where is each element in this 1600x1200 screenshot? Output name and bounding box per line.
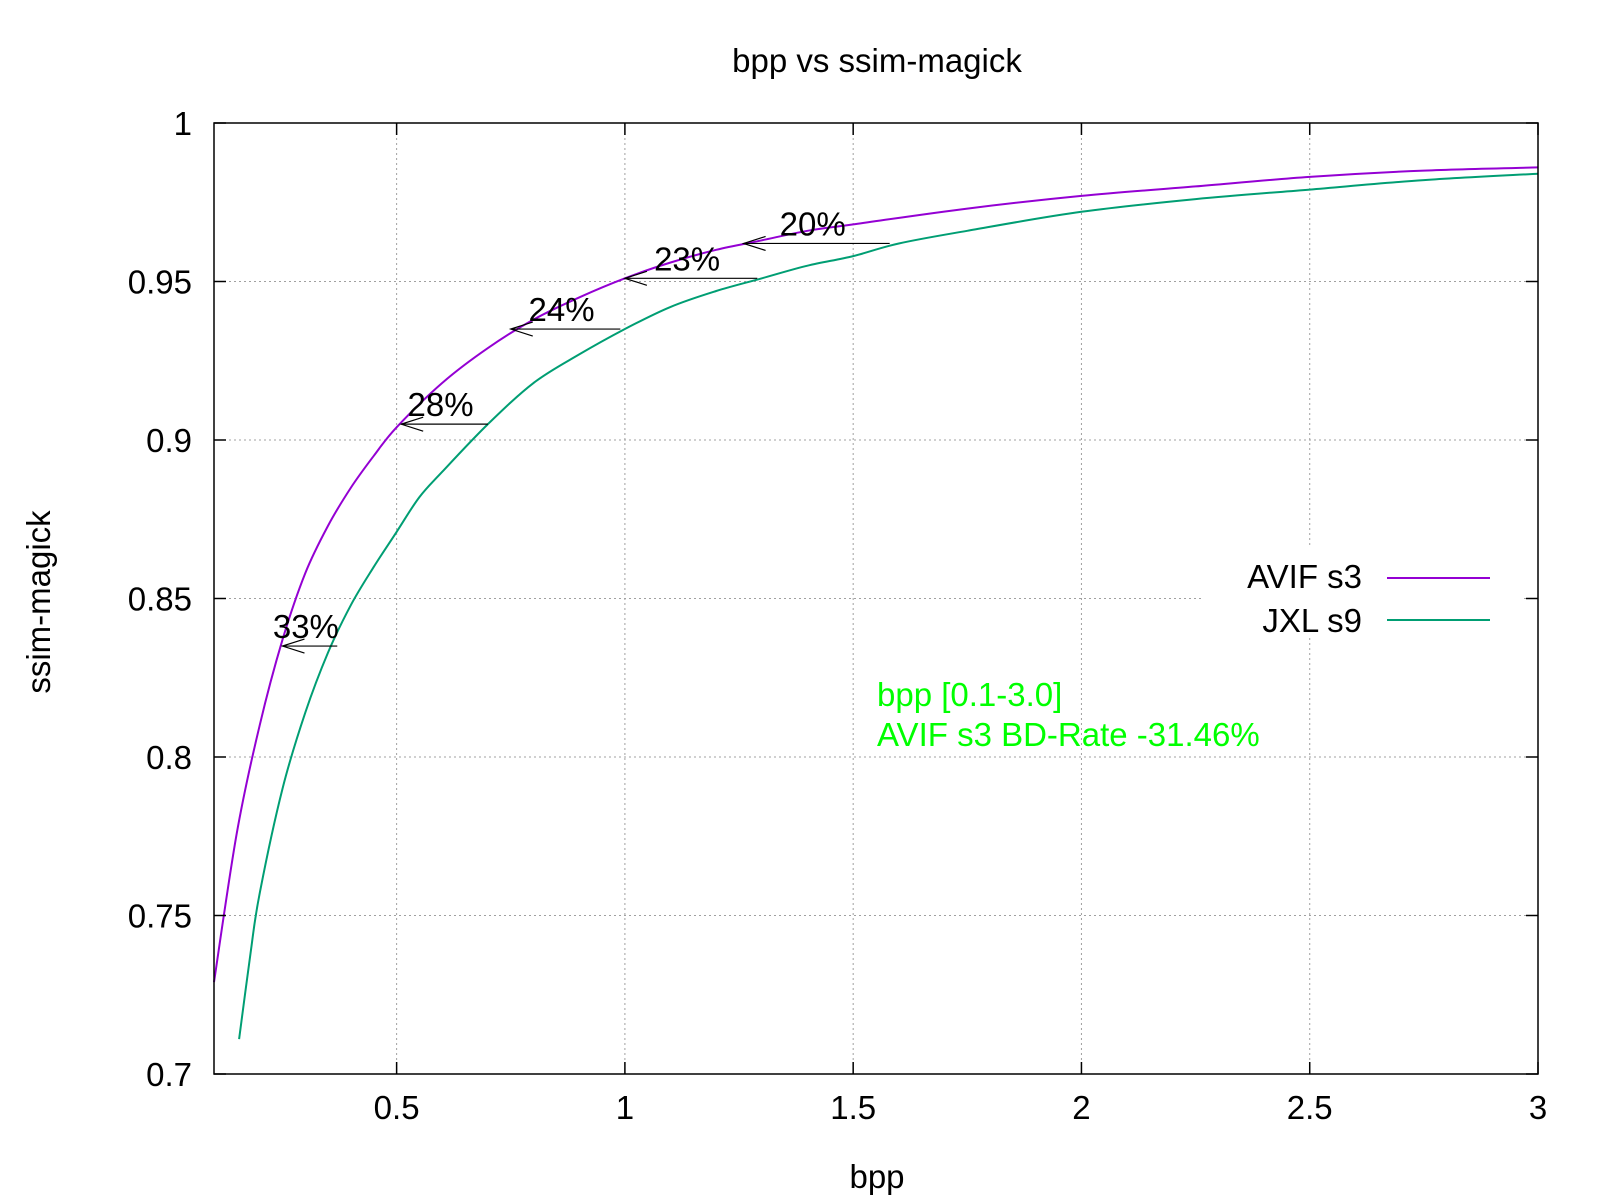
y-axis-title: ssim-magick [20, 510, 57, 694]
y-tick-label: 0.75 [128, 898, 192, 935]
legend-label-jxl: JXL s9 [1262, 602, 1362, 639]
annotation-label: 24% [529, 291, 595, 328]
grid-layer [214, 123, 1538, 1074]
series-line-jxl [238, 172, 1539, 1040]
rate-annotation: 33% [273, 608, 339, 654]
x-tick-label: 1 [616, 1089, 634, 1126]
y-tick-label: 0.85 [128, 581, 192, 618]
y-tick-label: 0.7 [146, 1056, 192, 1093]
rate-annotation: 24% [508, 291, 621, 337]
y-tick-label: 1 [174, 105, 192, 142]
legend: AVIF s3 JXL s9 [1203, 548, 1523, 639]
info-bd-rate-text: AVIF s3 BD-Rate -31.46% [877, 716, 1260, 753]
annotation-label: 20% [780, 205, 846, 242]
x-tick-label: 2 [1072, 1089, 1090, 1126]
rate-annotation: 20% [741, 205, 890, 252]
y-tick-label: 0.95 [128, 264, 192, 301]
annotation-arrow-head [508, 321, 533, 337]
chart-title: bpp vs ssim-magick [732, 42, 1022, 79]
rate-annotation: 28% [399, 386, 488, 432]
y-tick-label: 0.9 [146, 422, 192, 459]
x-tick-label: 3 [1529, 1089, 1547, 1126]
x-tick-label: 1.5 [830, 1089, 876, 1126]
x-tick-label: 0.5 [374, 1089, 420, 1126]
x-tick-label: 2.5 [1287, 1089, 1333, 1126]
annotation-layer: 33% 28% 24% 23% 20% [273, 205, 890, 654]
annotation-label: 33% [273, 608, 339, 645]
y-tick-label: 0.8 [146, 739, 192, 776]
annotation-arrow-head [280, 638, 305, 654]
series-layer [213, 166, 1539, 1040]
rate-annotation: 23% [622, 240, 758, 286]
annotation-label: 28% [408, 386, 474, 423]
tick-layer [214, 122, 1539, 1075]
series-line-avif [213, 166, 1539, 983]
tick-label-layer: 0.5 1 1.5 2 2.5 3 0.7 0.75 0.8 0.85 0.9 0.95 1 [128, 105, 1547, 1126]
annotation-arrow-head [622, 270, 648, 286]
info-range-text: bpp [0.1-3.0] [877, 676, 1062, 713]
legend-background [1203, 548, 1523, 638]
bd-rate-info: bpp [0.1-3.0] AVIF s3 BD-Rate -31.46% [877, 676, 1260, 753]
x-axis-title: bpp [849, 1158, 904, 1195]
annotation-label: 23% [654, 240, 720, 277]
annotation-arrow-head [741, 235, 766, 252]
legend-label-avif: AVIF s3 [1247, 558, 1362, 595]
annotation-arrow-head [399, 416, 424, 432]
